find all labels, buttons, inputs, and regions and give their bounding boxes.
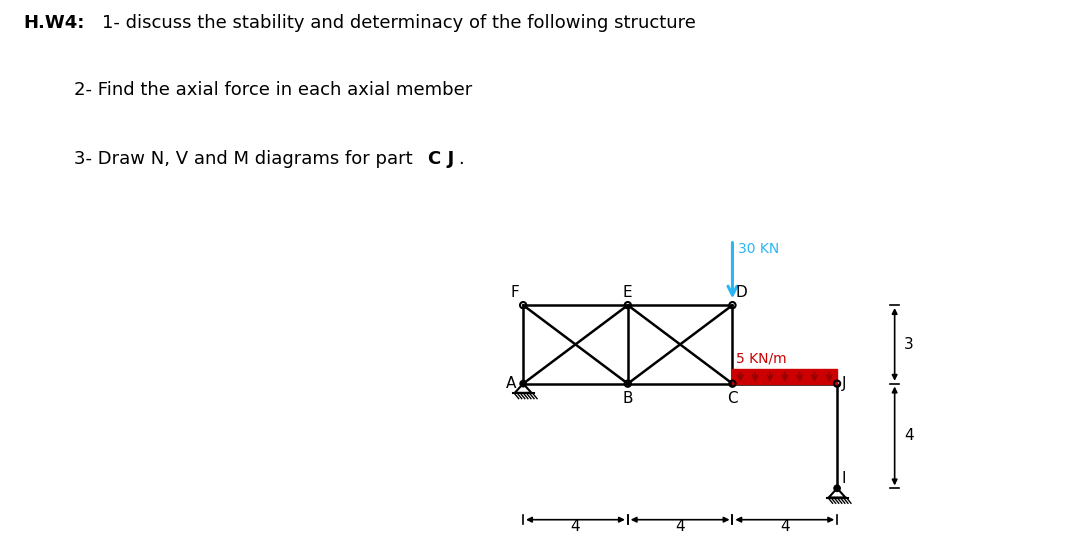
- Text: .: .: [459, 150, 464, 168]
- Text: I: I: [842, 471, 847, 486]
- Circle shape: [520, 380, 527, 387]
- Text: 4: 4: [570, 520, 580, 535]
- Text: C J: C J: [428, 150, 454, 168]
- Text: F: F: [511, 285, 519, 300]
- Text: B: B: [622, 391, 633, 406]
- Bar: [733, 369, 837, 384]
- Text: C: C: [727, 391, 738, 406]
- Text: 1- discuss the stability and determinacy of the following structure: 1- discuss the stability and determinacy…: [102, 14, 696, 32]
- Text: E: E: [623, 285, 633, 300]
- Text: D: D: [735, 285, 747, 300]
- Circle shape: [834, 485, 840, 491]
- Text: 4: 4: [675, 520, 685, 535]
- Text: J: J: [842, 376, 847, 391]
- Text: 4: 4: [904, 428, 914, 443]
- Text: H.W4:: H.W4:: [24, 14, 86, 32]
- Text: 5 KN/m: 5 KN/m: [736, 351, 787, 365]
- Text: 3: 3: [904, 337, 914, 352]
- Text: A: A: [506, 376, 517, 391]
- Text: 30 KN: 30 KN: [738, 242, 779, 256]
- Text: 4: 4: [780, 520, 789, 535]
- Text: 3- Draw N, V and M diagrams for part: 3- Draw N, V and M diagrams for part: [74, 150, 418, 168]
- Text: 2- Find the axial force in each axial member: 2- Find the axial force in each axial me…: [74, 81, 472, 99]
